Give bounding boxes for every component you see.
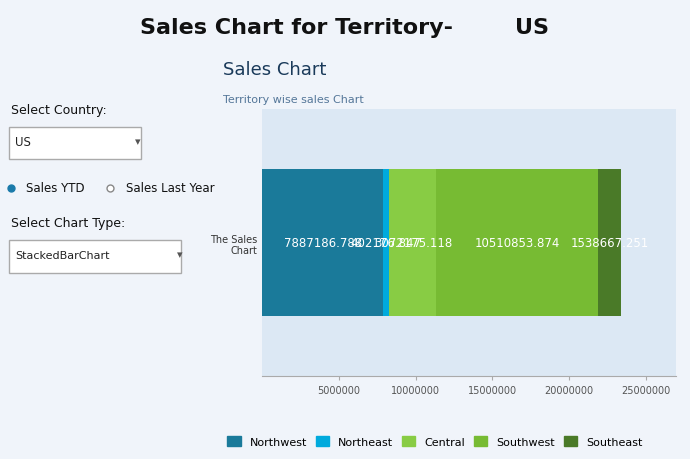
Bar — [262, 170, 383, 317]
Text: 402176.847: 402176.847 — [351, 237, 422, 250]
Text: 3072175.118: 3072175.118 — [374, 237, 452, 250]
Text: Select Chart Type:: Select Chart Type: — [11, 217, 126, 230]
Text: Sales YTD: Sales YTD — [26, 182, 85, 195]
Text: Sales Last Year: Sales Last Year — [126, 182, 215, 195]
Text: 1538667.251: 1538667.251 — [570, 237, 649, 250]
Text: Territory wise sales Chart: Territory wise sales Chart — [224, 95, 364, 105]
Text: ▾: ▾ — [177, 250, 182, 260]
Text: ▾: ▾ — [135, 137, 140, 147]
Text: Sales Chart: Sales Chart — [224, 61, 327, 79]
FancyBboxPatch shape — [9, 241, 181, 273]
Text: StackedBarChart: StackedBarChart — [15, 250, 110, 260]
Bar — [598, 170, 621, 317]
Text: US: US — [15, 135, 31, 148]
Text: Sales Chart for Territory-        US: Sales Chart for Territory- US — [141, 18, 549, 38]
Bar — [389, 170, 436, 317]
Text: © DotNetCurry.com: © DotNetCurry.com — [333, 196, 485, 212]
Legend: Northwest, Northeast, Central, Southwest, Southeast: Northwest, Northeast, Central, Southwest… — [223, 431, 647, 451]
Text: 10510853.874: 10510853.874 — [474, 237, 560, 250]
Bar — [436, 170, 598, 317]
FancyBboxPatch shape — [9, 128, 141, 160]
Bar — [383, 170, 389, 317]
Text: 7887186.788: 7887186.788 — [284, 237, 362, 250]
Text: Select Country:: Select Country: — [11, 104, 107, 117]
